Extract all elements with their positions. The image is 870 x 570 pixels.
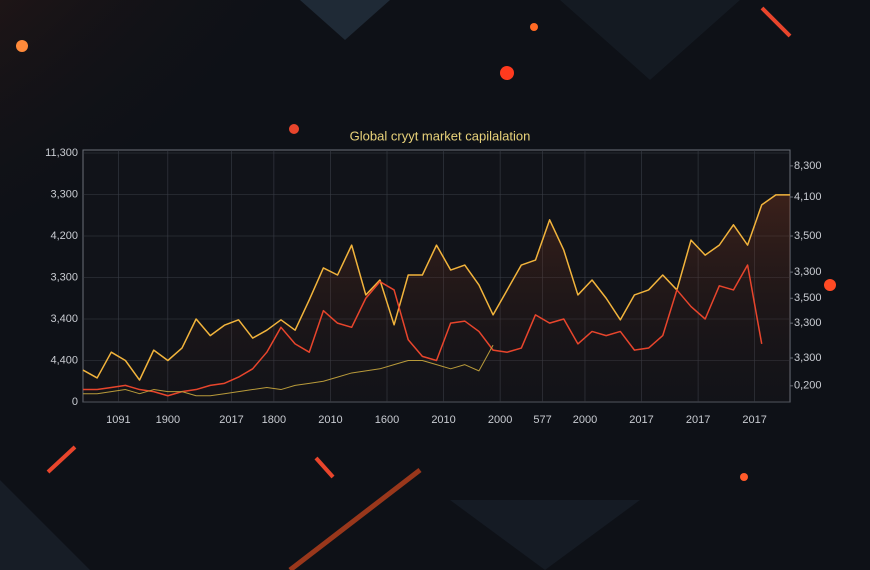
y2-tick-label: 4,100 [794,191,822,203]
decor-dot [16,40,28,52]
y-tick-label: 3,300 [50,271,78,283]
x-tick-label: 2000 [488,414,512,426]
y-tick-label: 0 [72,396,78,408]
x-tick-label: 2017 [629,414,653,426]
y-tick-label: 11,300 [45,147,78,159]
y-tick-label: 3,400 [50,313,78,325]
x-tick-label: 1600 [375,414,399,426]
y2-tick-label: 3,500 [794,292,822,304]
x-tick-label: 2010 [318,414,342,426]
y2-tick-label: 3,300 [794,266,822,278]
decor-dot [740,473,748,481]
chart-title: Global cryyt market capilalation [350,128,531,143]
y2-tick-label: 0,200 [794,380,822,392]
y2-tick-label: 3,300 [794,317,822,329]
y-tick-label: 4,200 [50,230,78,242]
decor-dot [824,279,836,291]
y2-tick-label: 8,300 [794,160,822,172]
y2-tick-label: 3,300 [794,352,822,364]
series-line [82,194,790,381]
x-tick-label: 1900 [156,414,180,426]
decor-shape [560,0,740,80]
x-tick-label: 577 [533,414,551,426]
decor-shape [450,500,640,570]
decor-dot [530,23,538,31]
decor-shape [300,0,390,40]
decor-streak [314,456,335,479]
x-tick-label: 2017 [742,414,766,426]
y2-tick-label: 3,500 [794,230,822,242]
x-tick-label: 2000 [573,414,597,426]
decor-streak [288,468,422,570]
x-tick-label: 2017 [686,414,710,426]
decor-shape [0,480,90,570]
y-tick-label: 4,400 [50,354,78,366]
decor-dot [500,66,514,80]
series-line [83,344,494,397]
area-fill [83,194,790,402]
decor-dot [289,124,299,134]
y-tick-label: 3,300 [50,188,78,200]
decor-streak [46,445,77,474]
decor-streak [760,6,792,38]
x-tick-label: 2017 [219,414,243,426]
x-tick-label: 1091 [106,414,130,426]
x-tick-label: 1800 [262,414,286,426]
x-tick-label: 2010 [431,414,455,426]
series-line [83,264,763,397]
